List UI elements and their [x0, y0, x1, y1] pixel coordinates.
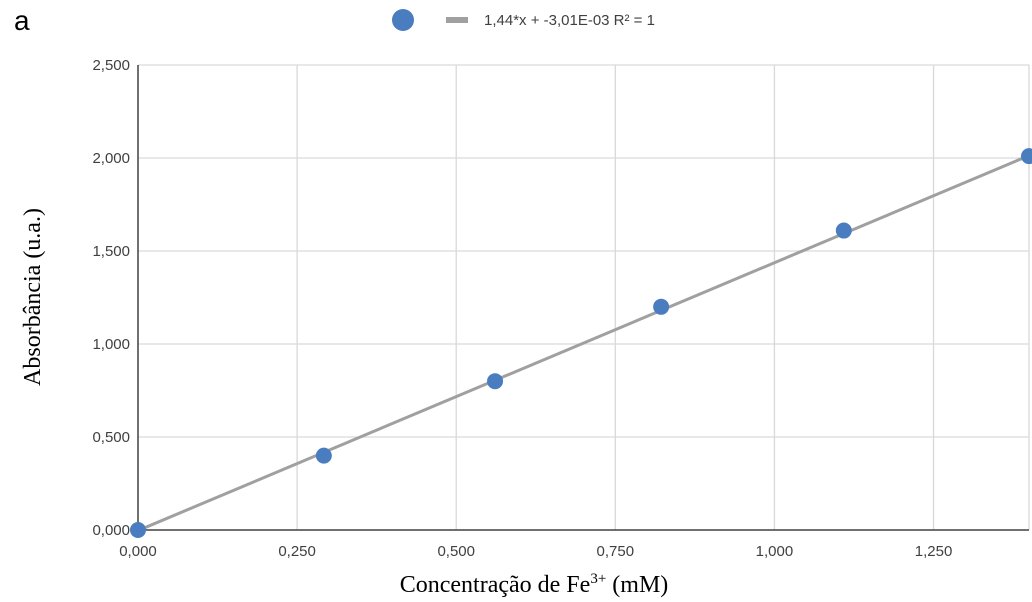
y-tick-label: 2,000 — [92, 150, 130, 167]
x-tick-label: 0,500 — [437, 543, 475, 560]
x-axis-title-superscript: 3+ — [590, 571, 606, 587]
y-tick-label: 0,500 — [92, 429, 130, 446]
grid — [138, 64, 1030, 530]
legend: 1,44*x + -3,01E-03 R² = 1 — [392, 9, 655, 31]
data-point — [130, 522, 146, 538]
x-tick-labels: 0,000 0,250 0,500 0,750 1,000 1,250 — [119, 543, 952, 560]
panel-label: a — [14, 5, 30, 36]
y-tick-label: 2,500 — [92, 57, 130, 74]
x-axis-title: Concentração de Fe3+ (mM) — [400, 571, 669, 598]
data-points — [130, 148, 1032, 538]
x-axis-title-suffix: (mM) — [606, 572, 668, 598]
y-tick-labels: 0,000 0,500 1,000 1,500 2,000 2,500 — [92, 57, 130, 539]
legend-trendline-marker — [446, 17, 468, 23]
x-tick-label: 0,000 — [119, 543, 157, 560]
legend-trendline-label: 1,44*x + -3,01E-03 R² = 1 — [484, 12, 655, 29]
x-tick-label: 1,000 — [756, 543, 794, 560]
y-tick-label: 0,000 — [92, 522, 130, 539]
data-point — [653, 298, 670, 315]
trendline-path — [137, 154, 1030, 532]
x-tick-label: 0,750 — [597, 543, 635, 560]
x-tick-label: 0,250 — [278, 543, 316, 560]
data-point — [487, 373, 504, 390]
data-point — [835, 222, 852, 239]
y-tick-label: 1,000 — [92, 336, 130, 353]
data-point — [1021, 148, 1032, 165]
x-axis-title-prefix: Concentração de Fe — [400, 572, 591, 598]
trendline — [137, 154, 1030, 532]
legend-point-marker — [392, 9, 414, 31]
y-tick-label: 1,500 — [92, 243, 130, 260]
x-tick-label: 1,250 — [915, 543, 953, 560]
data-point — [315, 447, 332, 464]
axes — [137, 65, 1029, 531]
y-axis-title: Absorbância (u.a.) — [20, 208, 46, 386]
